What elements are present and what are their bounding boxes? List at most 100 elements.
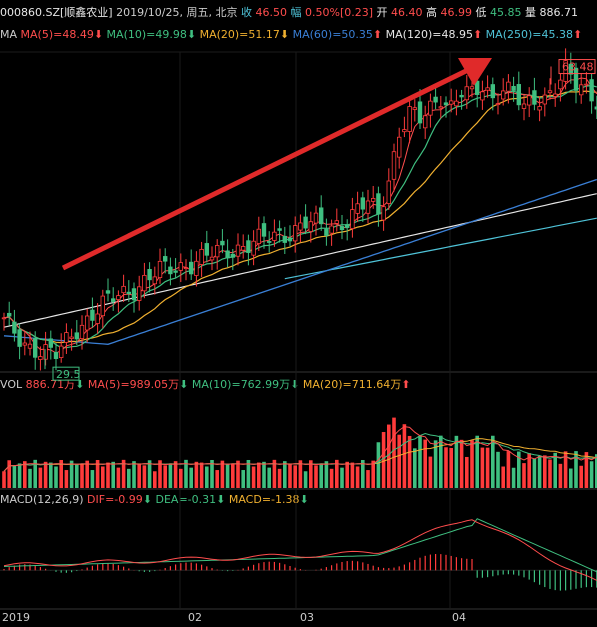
candle-body <box>417 101 423 124</box>
volume-bar <box>231 464 235 488</box>
candle-body <box>365 200 371 214</box>
high-label: 高 <box>426 6 438 19</box>
ma120-line <box>3 193 597 328</box>
volume-bar <box>485 447 490 488</box>
volume-ma5-line <box>3 426 597 472</box>
volume-bar <box>428 456 433 488</box>
candle-body <box>287 237 293 242</box>
volume-bar <box>95 459 100 488</box>
volume-bar <box>459 439 464 488</box>
volume-bar <box>569 468 573 488</box>
candle-body <box>43 344 48 360</box>
volume-bar <box>2 471 6 488</box>
candle-body <box>334 220 339 224</box>
open-label: 开 <box>376 6 388 19</box>
candle-body <box>542 94 547 105</box>
volume-bar <box>116 467 121 488</box>
stock-name[interactable]: 000860.SZ[顺鑫农业] <box>0 6 113 19</box>
volume-bar <box>205 466 209 488</box>
candle-body <box>412 107 417 110</box>
volume-bar <box>49 462 53 488</box>
candle-body <box>485 87 490 91</box>
volume-bar <box>127 468 131 488</box>
candle-body <box>324 229 329 236</box>
volume-bar <box>215 470 219 488</box>
volume-bar <box>381 432 386 488</box>
volume-bar <box>158 460 162 488</box>
volume-bar <box>147 460 152 488</box>
vol-down-arrow-icon: ⬇ <box>75 378 85 391</box>
candle-body <box>292 225 298 242</box>
volume-bar <box>314 465 318 488</box>
volume-bar <box>90 470 95 488</box>
volume-bar <box>293 465 297 488</box>
candle-body <box>558 79 563 90</box>
candle-body <box>344 224 350 228</box>
ma5-down-arrow-icon: ⬇ <box>93 28 104 41</box>
candle-body <box>116 295 121 300</box>
candle-body <box>396 136 402 158</box>
ma5-value: MA(5)=48.49 <box>20 28 94 41</box>
volume-bar <box>355 466 360 488</box>
volume-bar <box>350 462 355 488</box>
macd-label: MACD(12,26,9) <box>0 493 84 506</box>
change-label: 幅 <box>290 6 302 19</box>
quote-header: 000860.SZ[顺鑫农业] 2019/10/25, 周五, 北京 收 46.… <box>0 4 578 21</box>
volume-bar <box>111 461 115 488</box>
volume-bar <box>407 435 412 488</box>
candle-body <box>547 90 553 94</box>
candle-body <box>474 80 480 95</box>
volume-bar <box>563 451 568 488</box>
candle-body <box>277 228 282 231</box>
volume-bar <box>80 464 84 488</box>
candle-body <box>339 226 345 231</box>
candle-body <box>69 336 74 339</box>
vol-ma10-down-arrow-icon: ⬇ <box>290 378 300 391</box>
candle-body <box>74 332 79 340</box>
volume-bar <box>38 467 43 488</box>
macd-down-arrow-icon: ⬇ <box>299 493 309 506</box>
volume-bar <box>283 461 287 488</box>
vol-ma5-value: MA(5)=989.05万 <box>87 378 180 391</box>
candle-body <box>391 151 397 180</box>
candle-body <box>7 312 12 317</box>
candle-body <box>495 103 501 106</box>
candle-body <box>209 256 215 261</box>
macd-value: MACD=-1.38 <box>228 493 300 506</box>
volume-bar <box>506 451 511 488</box>
volume-bar <box>272 459 277 488</box>
x-label-02: 02 <box>188 611 202 624</box>
volume-bar <box>241 470 245 488</box>
candle-body <box>90 309 95 321</box>
volume-bar <box>236 460 240 488</box>
volume-bar <box>59 459 63 488</box>
ma-label: MA <box>0 28 18 41</box>
candle-body <box>126 291 131 294</box>
volume-bar <box>33 459 37 488</box>
candle-body <box>459 94 464 98</box>
volume-bar <box>246 459 251 488</box>
candle-body <box>1 317 7 320</box>
ma20-value: MA(20)=51.17 <box>199 28 280 41</box>
volume-bar <box>121 459 126 488</box>
volume-bar <box>168 463 173 488</box>
volume-bar <box>517 451 521 488</box>
volume-bar <box>142 465 147 488</box>
quote-date: 2019/10/25, 周五, 北京 <box>116 6 238 19</box>
candle-body <box>204 243 209 256</box>
candle-body <box>381 206 386 221</box>
volume-bar <box>439 435 443 488</box>
volume-bar <box>433 440 438 488</box>
candle-body <box>428 100 433 116</box>
ma10-value: MA(10)=49.98 <box>106 28 187 41</box>
volume-bar <box>257 462 261 488</box>
candle-body <box>464 86 469 101</box>
volume-bar <box>163 465 167 488</box>
candle-body <box>162 256 168 262</box>
candle-body <box>516 84 521 106</box>
volume-bar <box>262 461 266 488</box>
ma60-value: MA(60)=50.35 <box>292 28 373 41</box>
candle-body <box>261 223 267 237</box>
volume-legend: VOL 886.71万⬇ MA(5)=989.05万⬇ MA(10)=762.9… <box>0 376 410 393</box>
